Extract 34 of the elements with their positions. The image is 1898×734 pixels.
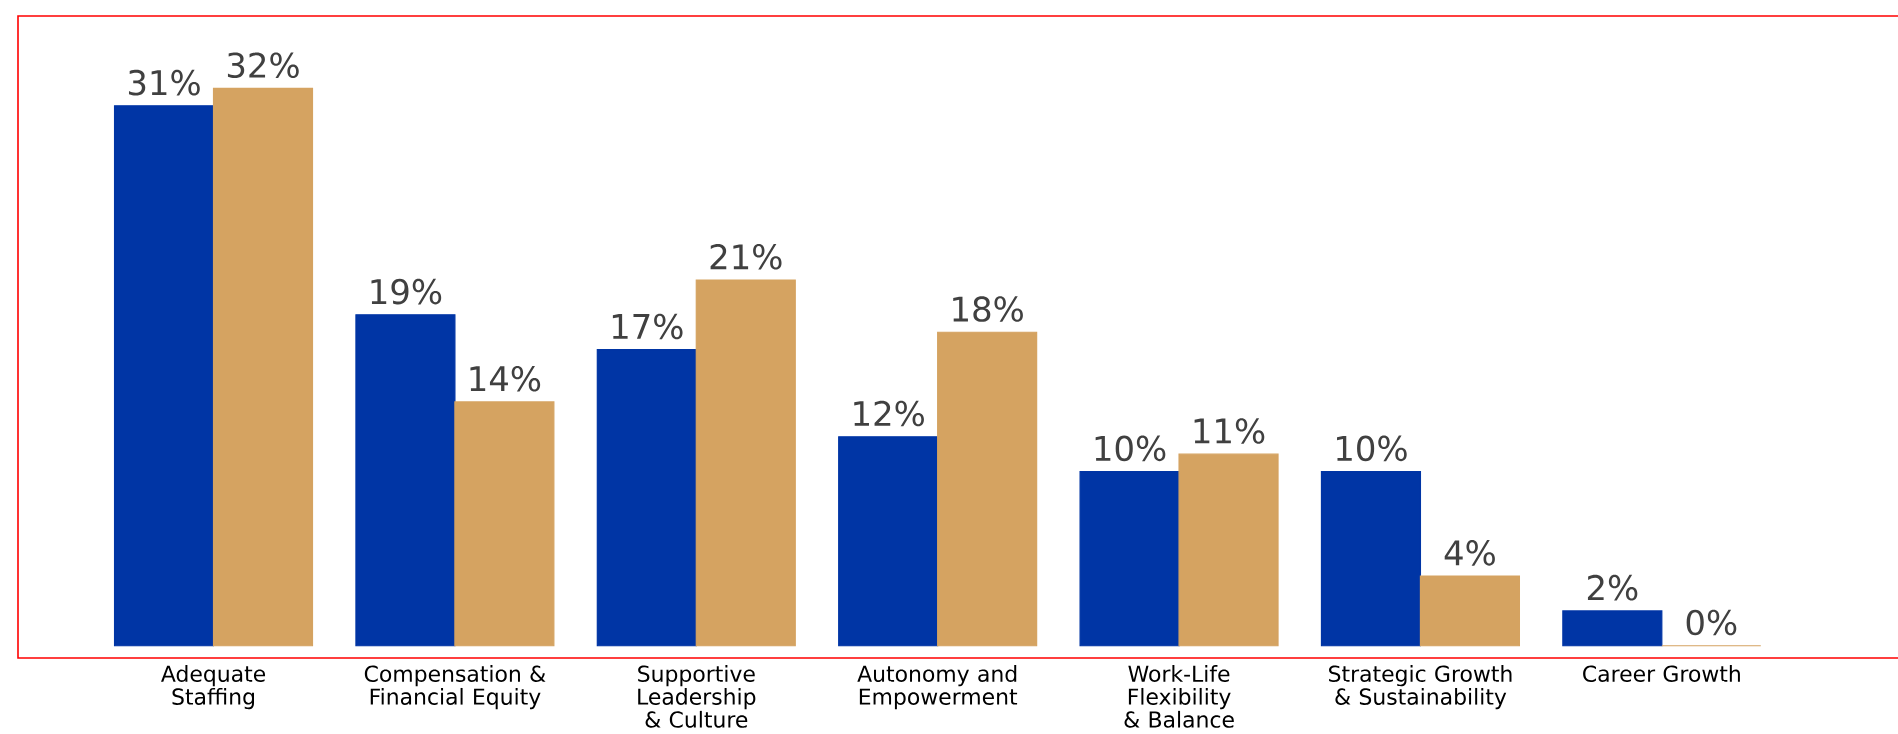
data-label: 0%: [1686, 609, 1737, 636]
bar: [1320, 470, 1422, 647]
bar: [695, 279, 796, 647]
data-label: 11%: [1194, 418, 1265, 444]
bar: [355, 314, 456, 647]
bar: [212, 87, 314, 647]
data-label: 32%: [227, 52, 299, 79]
data-label: 14%: [470, 365, 541, 392]
x-tick-label: Autonomy and Empowerment: [857, 665, 1018, 710]
data-label: 4%: [1444, 540, 1495, 566]
bar: [113, 105, 215, 647]
bar: [454, 401, 555, 647]
x-tick-label: Career Growth: [1583, 665, 1740, 682]
bar: [1562, 610, 1663, 647]
data-label: 17%: [612, 313, 683, 340]
data-label: 10%: [1337, 435, 1407, 462]
data-label: 10%: [1095, 435, 1166, 462]
data-label: 21%: [710, 243, 782, 270]
x-tick-label: Strategic Growth & Sustainability: [1329, 665, 1512, 710]
data-label: 19%: [371, 278, 442, 305]
bar: [1079, 470, 1180, 647]
data-label: 18%: [953, 296, 1023, 322]
bar: [596, 349, 697, 647]
x-tick-label: Compensation & Financial Equity: [364, 665, 546, 710]
x-tick-label: Adequate Staffing: [161, 665, 266, 710]
bar: [1178, 453, 1279, 647]
data-label: 12%: [854, 400, 924, 427]
bar: [1419, 575, 1521, 647]
x-tick-label: Supportive Leadership & Culture: [638, 665, 756, 728]
data-label: 2%: [1587, 574, 1638, 601]
bar: [937, 331, 1038, 647]
data-label: 31%: [128, 69, 200, 96]
x-tick-label: Work-Life Flexibility & Balance: [1124, 665, 1234, 728]
bar: [838, 436, 939, 647]
